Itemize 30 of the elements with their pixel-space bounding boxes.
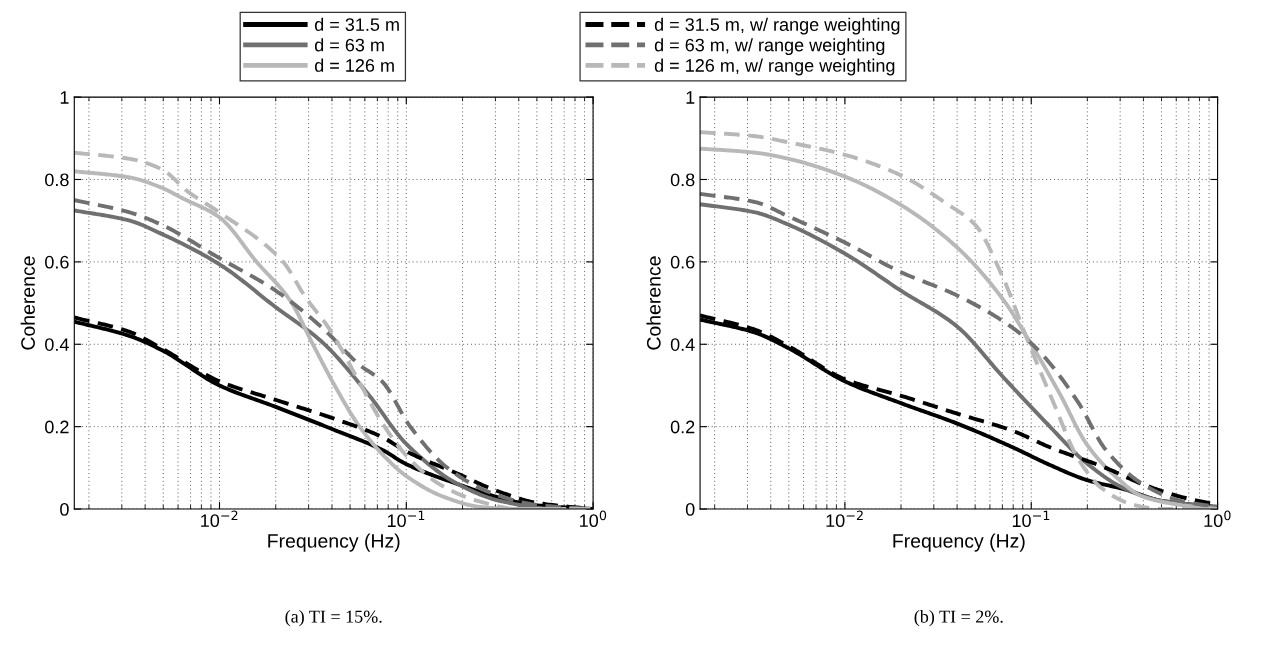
y-tick-label: 0.4 [670, 338, 695, 351]
x-tick-label: 10$^{−1}$ [387, 510, 425, 528]
legend-label: d = 126 m [314, 58, 394, 72]
y-tick-label: 0.2 [45, 420, 69, 434]
x-tick-label: 10$^{0}$ [580, 510, 607, 528]
text: (a) TI = 15%. [285, 609, 382, 627]
x-axis-title: Frequency (Hz) [893, 533, 1025, 552]
y-tick-label: 0.8 [670, 173, 695, 187]
y-tick-label: 1 [686, 91, 695, 104]
legend-label: d = 126 m, w/ range weighting [654, 58, 895, 76]
y-tick-label: 0.6 [45, 255, 69, 269]
y-tick-label: 0.4 [45, 338, 69, 351]
y-tick-label: 0 [685, 502, 695, 516]
y-tick-label: 0.8 [45, 173, 69, 187]
x-tick-label: 10$^{−1}$ [1012, 510, 1050, 528]
y-axis-title: Coherence [20, 256, 35, 350]
y-tick-label: 0.2 [670, 420, 695, 434]
legend-label: d = 31.5 m [314, 17, 399, 31]
y-tick-label: 1 [60, 91, 69, 104]
x-tick-label: 10$^{−2}$ [201, 510, 238, 528]
legend-label: d = 63 m, w/ range weighting [654, 38, 885, 55]
text: (b) TI = 2%. [914, 609, 1003, 627]
y-axis-title: Coherence [646, 256, 661, 350]
legend-label: d = 63 m [314, 38, 384, 52]
y-tick-label: 0 [60, 502, 69, 516]
y-tick-label: 0.6 [670, 255, 695, 269]
x-axis-title: Frequency (Hz) [268, 533, 400, 552]
legend-label: d = 31.5 m, w/ range weighting [654, 17, 900, 35]
x-tick-label: 10$^{0}$ [1204, 510, 1231, 528]
x-tick-label: 10$^{−2}$ [826, 510, 863, 528]
